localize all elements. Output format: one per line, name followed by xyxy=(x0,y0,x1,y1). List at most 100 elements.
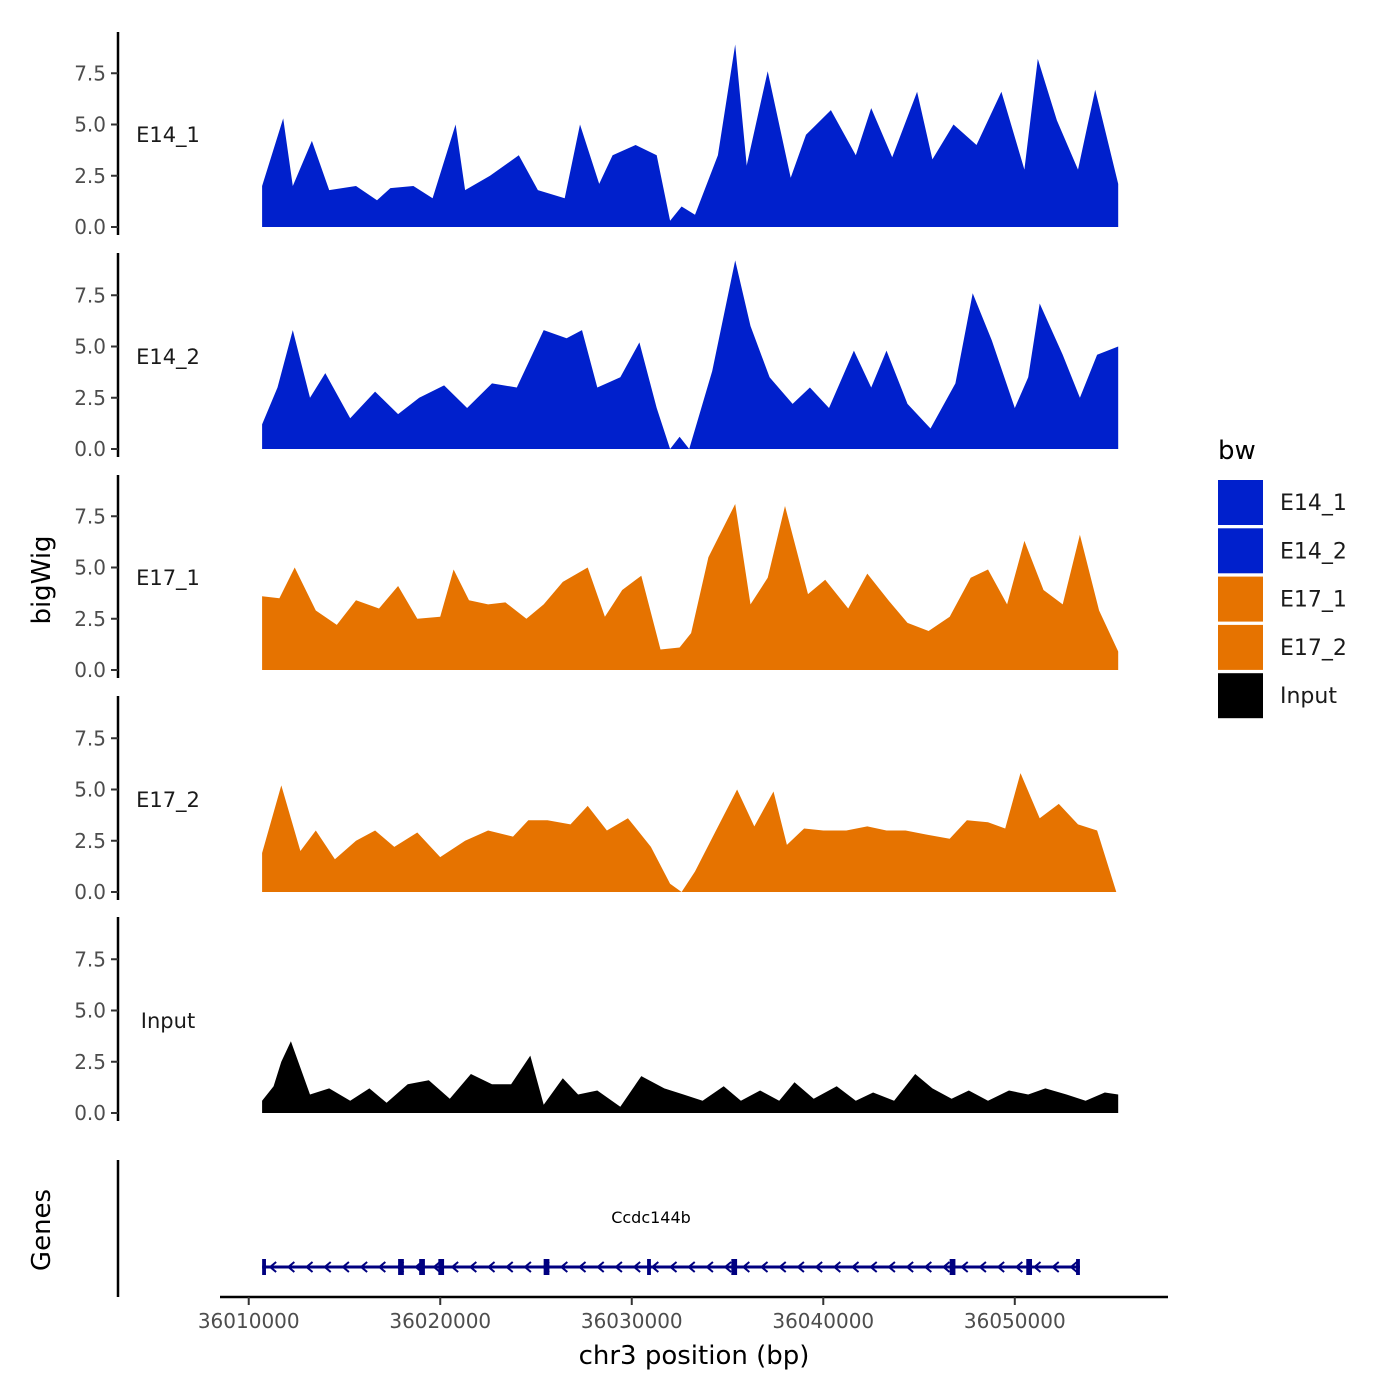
strand-arrow xyxy=(432,1261,441,1273)
legend-item-E17_1: E17_1 xyxy=(1218,576,1347,622)
strand-arrow xyxy=(286,1261,295,1273)
y-axis-title: bigWig xyxy=(27,535,57,624)
strand-arrow xyxy=(668,1261,678,1273)
y-tick-label: 2.5 xyxy=(74,164,106,188)
gene-name-label: Ccdc144b xyxy=(611,1208,691,1227)
y-tick-label: 0.0 xyxy=(74,880,106,904)
track-label: E17_2 xyxy=(136,788,200,813)
legend-label: Input xyxy=(1280,684,1337,709)
strand-arrow xyxy=(796,1261,805,1273)
exon xyxy=(398,1259,404,1275)
y-tick-label: 2.5 xyxy=(74,829,106,853)
strand-arrow xyxy=(377,1261,386,1273)
legend-swatch xyxy=(1218,528,1263,574)
strand-arrow xyxy=(923,1261,932,1273)
legend-label: E14_2 xyxy=(1280,539,1347,564)
strand-arrow xyxy=(814,1261,823,1273)
strand-arrow xyxy=(832,1261,841,1273)
x-axis: 36010000 36020000 36030000 36040000 36050000 xyxy=(198,1295,1168,1333)
track-E14_1: 0.0 2.5 5.0 7.5 E14_1 xyxy=(74,32,1119,239)
track-E14_2: 0.0 2.5 5.0 7.5 E14_2 xyxy=(74,253,1119,461)
strand-arrow xyxy=(850,1261,860,1273)
strand-arrow xyxy=(505,1261,514,1273)
y-tick-label: 7.5 xyxy=(74,947,106,971)
y-tick-label: 5.0 xyxy=(74,778,106,802)
exon xyxy=(949,1259,956,1275)
strand-arrow xyxy=(978,1261,987,1273)
strand-arrow xyxy=(450,1261,459,1273)
strand-arrow xyxy=(268,1261,277,1273)
strand-arrow xyxy=(577,1261,587,1273)
track-label: Input xyxy=(141,1009,195,1033)
legend-swatch xyxy=(1218,673,1263,719)
strand-arrow xyxy=(559,1261,568,1273)
genes-axis-title: Genes xyxy=(27,1189,57,1271)
exon xyxy=(731,1259,738,1275)
strand-arrow xyxy=(887,1261,896,1273)
strand-arrow xyxy=(687,1261,696,1273)
legend-swatch xyxy=(1218,576,1263,622)
y-tick-label: 0.0 xyxy=(74,1101,106,1125)
exon xyxy=(543,1259,550,1275)
coverage-area-E17_2 xyxy=(262,773,1117,892)
legend: bw E14_1 E14_2 E17_1 E17_2 Input xyxy=(1218,436,1347,719)
track-E17_2: 0.0 2.5 5.0 7.5 E17_2 xyxy=(74,696,1117,904)
strand-arrow xyxy=(304,1261,314,1273)
y-tick-label: 0.0 xyxy=(74,658,106,682)
y-tick-label: 5.0 xyxy=(74,113,106,137)
strand-arrow xyxy=(1032,1261,1042,1273)
y-tick-label: 7.5 xyxy=(74,504,106,528)
legend-item-E17_2: E17_2 xyxy=(1218,624,1347,670)
exon xyxy=(1026,1259,1033,1275)
coverage-area-E14_2 xyxy=(262,260,1119,449)
y-tick-label: 7.5 xyxy=(74,61,106,85)
legend-label: E17_2 xyxy=(1280,636,1347,661)
exon xyxy=(438,1259,445,1275)
strand-arrow xyxy=(1014,1261,1023,1273)
y-tick-label: 5.0 xyxy=(74,999,106,1023)
y-tick-label: 5.0 xyxy=(74,556,106,580)
y-tick-label: 0.0 xyxy=(74,437,106,461)
x-tick-label: 36030000 xyxy=(581,1309,683,1333)
strand-arrow xyxy=(523,1261,532,1273)
x-tick-label: 36010000 xyxy=(198,1309,300,1333)
strand-arrow xyxy=(941,1261,951,1273)
strand-arrow xyxy=(741,1261,750,1273)
strand-arrow xyxy=(323,1261,332,1273)
legend-label: E14_1 xyxy=(1280,491,1347,516)
strand-arrow xyxy=(650,1261,659,1273)
strand-arrow xyxy=(1069,1261,1078,1273)
strand-arrow xyxy=(1051,1261,1060,1273)
exon xyxy=(1076,1259,1080,1275)
gene-panel: Ccdc144b xyxy=(116,1160,1080,1297)
strand-arrow xyxy=(705,1261,714,1273)
y-tick-label: 7.5 xyxy=(74,726,106,750)
x-axis-title: chr3 position (bp) xyxy=(579,1341,810,1371)
x-tick-label: 36020000 xyxy=(389,1309,491,1333)
strand-arrow xyxy=(632,1261,641,1273)
x-tick-label: 36050000 xyxy=(964,1309,1066,1333)
strand-arrow xyxy=(960,1261,969,1273)
strand-arrow xyxy=(723,1261,732,1273)
strand-arrow xyxy=(778,1261,787,1273)
exon xyxy=(647,1259,651,1275)
y-tick-label: 2.5 xyxy=(74,386,106,410)
exon xyxy=(419,1259,425,1275)
coverage-area-E14_1 xyxy=(262,44,1119,227)
track-Input: 0.0 2.5 5.0 7.5 Input xyxy=(74,917,1119,1125)
strand-arrow xyxy=(905,1261,914,1273)
y-tick-label: 7.5 xyxy=(74,283,106,307)
strand-arrow xyxy=(468,1261,477,1273)
exon xyxy=(262,1259,266,1275)
x-tick-label: 36040000 xyxy=(772,1309,874,1333)
strand-arrow xyxy=(596,1261,605,1273)
legend-title: bw xyxy=(1218,436,1256,466)
gene-Ccdc144b: Ccdc144b xyxy=(262,1208,1080,1275)
strand-arrow xyxy=(359,1261,368,1273)
legend-item-E14_2: E14_2 xyxy=(1218,528,1347,574)
track-panels: 0.0 2.5 5.0 7.5 E14_1 0.0 2.5 5.0 7.5 E14_2 0.0 2.5… xyxy=(74,32,1119,1125)
legend-swatch xyxy=(1218,480,1263,525)
track-label: E14_1 xyxy=(136,123,200,148)
y-tick-label: 2.5 xyxy=(74,1050,106,1074)
